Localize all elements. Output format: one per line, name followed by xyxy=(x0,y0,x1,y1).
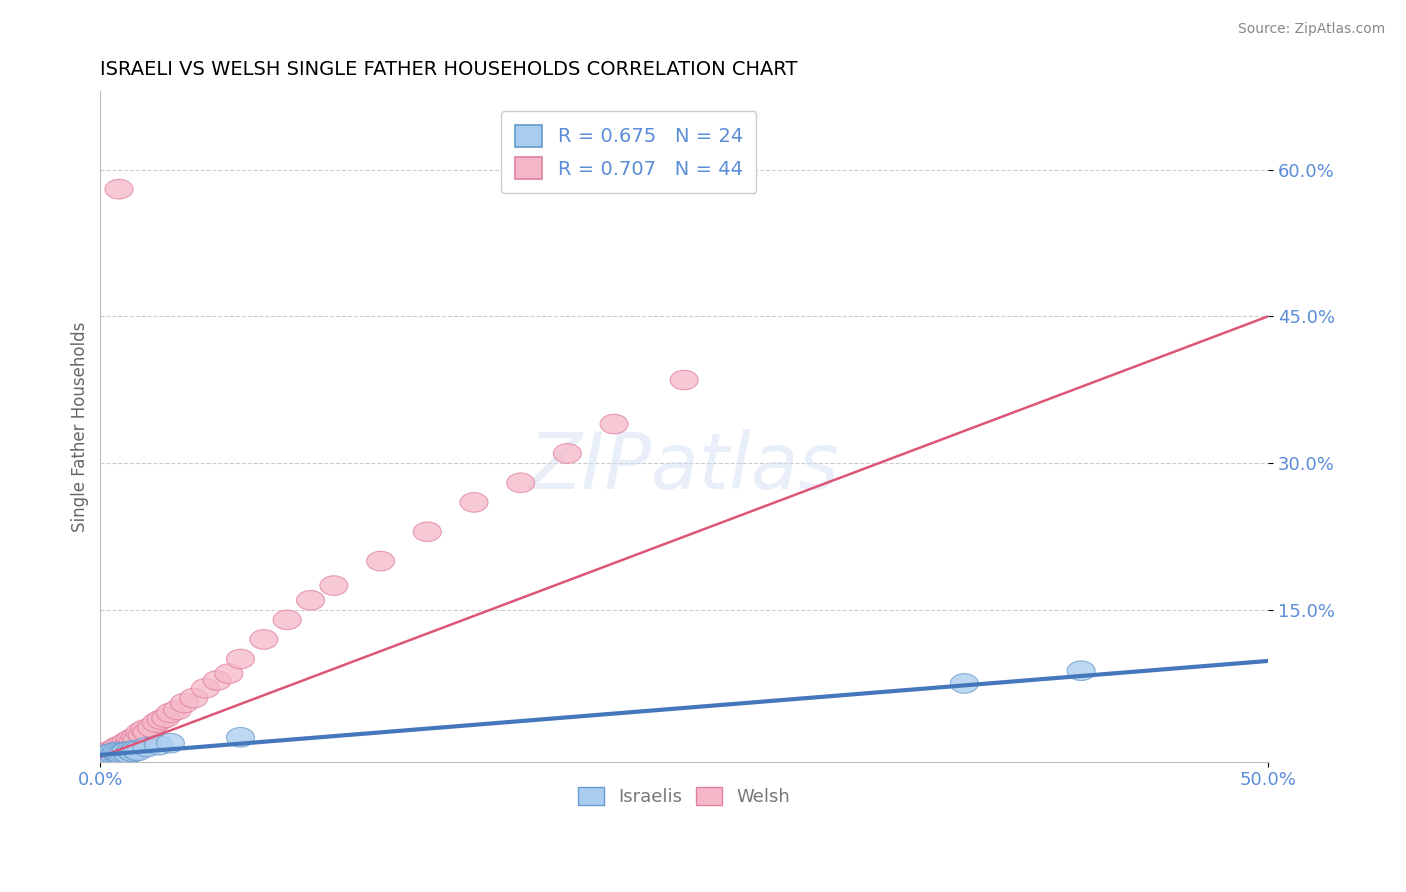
Ellipse shape xyxy=(215,664,243,683)
Ellipse shape xyxy=(138,718,166,738)
Ellipse shape xyxy=(100,739,128,759)
Ellipse shape xyxy=(103,742,131,762)
Ellipse shape xyxy=(103,744,131,764)
Text: ZIPatlas: ZIPatlas xyxy=(529,429,839,505)
Ellipse shape xyxy=(156,703,184,723)
Ellipse shape xyxy=(96,744,124,764)
Ellipse shape xyxy=(91,745,120,764)
Ellipse shape xyxy=(506,473,534,492)
Ellipse shape xyxy=(98,746,127,765)
Ellipse shape xyxy=(180,689,208,708)
Ellipse shape xyxy=(100,745,128,764)
Ellipse shape xyxy=(170,693,198,713)
Ellipse shape xyxy=(107,735,135,755)
Ellipse shape xyxy=(105,745,134,764)
Ellipse shape xyxy=(413,522,441,541)
Ellipse shape xyxy=(134,723,162,742)
Ellipse shape xyxy=(950,673,979,693)
Text: ISRAELI VS WELSH SINGLE FATHER HOUSEHOLDS CORRELATION CHART: ISRAELI VS WELSH SINGLE FATHER HOUSEHOLD… xyxy=(100,60,797,78)
Ellipse shape xyxy=(226,649,254,669)
Ellipse shape xyxy=(110,743,138,763)
Ellipse shape xyxy=(142,713,170,732)
Ellipse shape xyxy=(105,743,134,763)
Ellipse shape xyxy=(91,743,120,763)
Ellipse shape xyxy=(191,679,219,698)
Ellipse shape xyxy=(671,370,699,390)
Ellipse shape xyxy=(145,735,173,755)
Ellipse shape xyxy=(112,732,141,752)
Ellipse shape xyxy=(273,610,301,630)
Ellipse shape xyxy=(121,728,149,747)
Ellipse shape xyxy=(124,741,152,761)
Ellipse shape xyxy=(367,551,395,571)
Ellipse shape xyxy=(120,732,148,752)
Ellipse shape xyxy=(117,730,145,749)
Ellipse shape xyxy=(460,492,488,512)
Ellipse shape xyxy=(202,671,231,690)
Ellipse shape xyxy=(98,742,127,762)
Ellipse shape xyxy=(121,740,149,760)
Ellipse shape xyxy=(112,742,141,762)
Ellipse shape xyxy=(128,725,156,745)
Ellipse shape xyxy=(152,708,180,728)
Ellipse shape xyxy=(148,710,176,730)
Ellipse shape xyxy=(105,739,134,759)
Ellipse shape xyxy=(250,630,278,649)
Ellipse shape xyxy=(93,745,121,764)
Ellipse shape xyxy=(156,733,184,753)
Ellipse shape xyxy=(98,743,127,763)
Y-axis label: Single Father Households: Single Father Households xyxy=(72,321,89,532)
Ellipse shape xyxy=(114,744,142,764)
Ellipse shape xyxy=(554,443,582,463)
Ellipse shape xyxy=(131,720,159,739)
Ellipse shape xyxy=(107,744,135,764)
Text: Source: ZipAtlas.com: Source: ZipAtlas.com xyxy=(1237,22,1385,37)
Legend: Israelis, Welsh: Israelis, Welsh xyxy=(571,780,797,814)
Ellipse shape xyxy=(163,700,191,720)
Ellipse shape xyxy=(226,728,254,747)
Ellipse shape xyxy=(117,741,145,761)
Ellipse shape xyxy=(93,746,121,765)
Ellipse shape xyxy=(134,738,162,757)
Ellipse shape xyxy=(103,738,131,757)
Ellipse shape xyxy=(319,576,347,595)
Ellipse shape xyxy=(114,735,142,755)
Ellipse shape xyxy=(100,741,128,761)
Ellipse shape xyxy=(120,742,148,762)
Ellipse shape xyxy=(1067,661,1095,681)
Ellipse shape xyxy=(96,741,124,761)
Ellipse shape xyxy=(600,414,628,434)
Ellipse shape xyxy=(105,179,134,199)
Ellipse shape xyxy=(124,730,152,749)
Ellipse shape xyxy=(127,723,155,742)
Ellipse shape xyxy=(297,591,325,610)
Ellipse shape xyxy=(110,738,138,757)
